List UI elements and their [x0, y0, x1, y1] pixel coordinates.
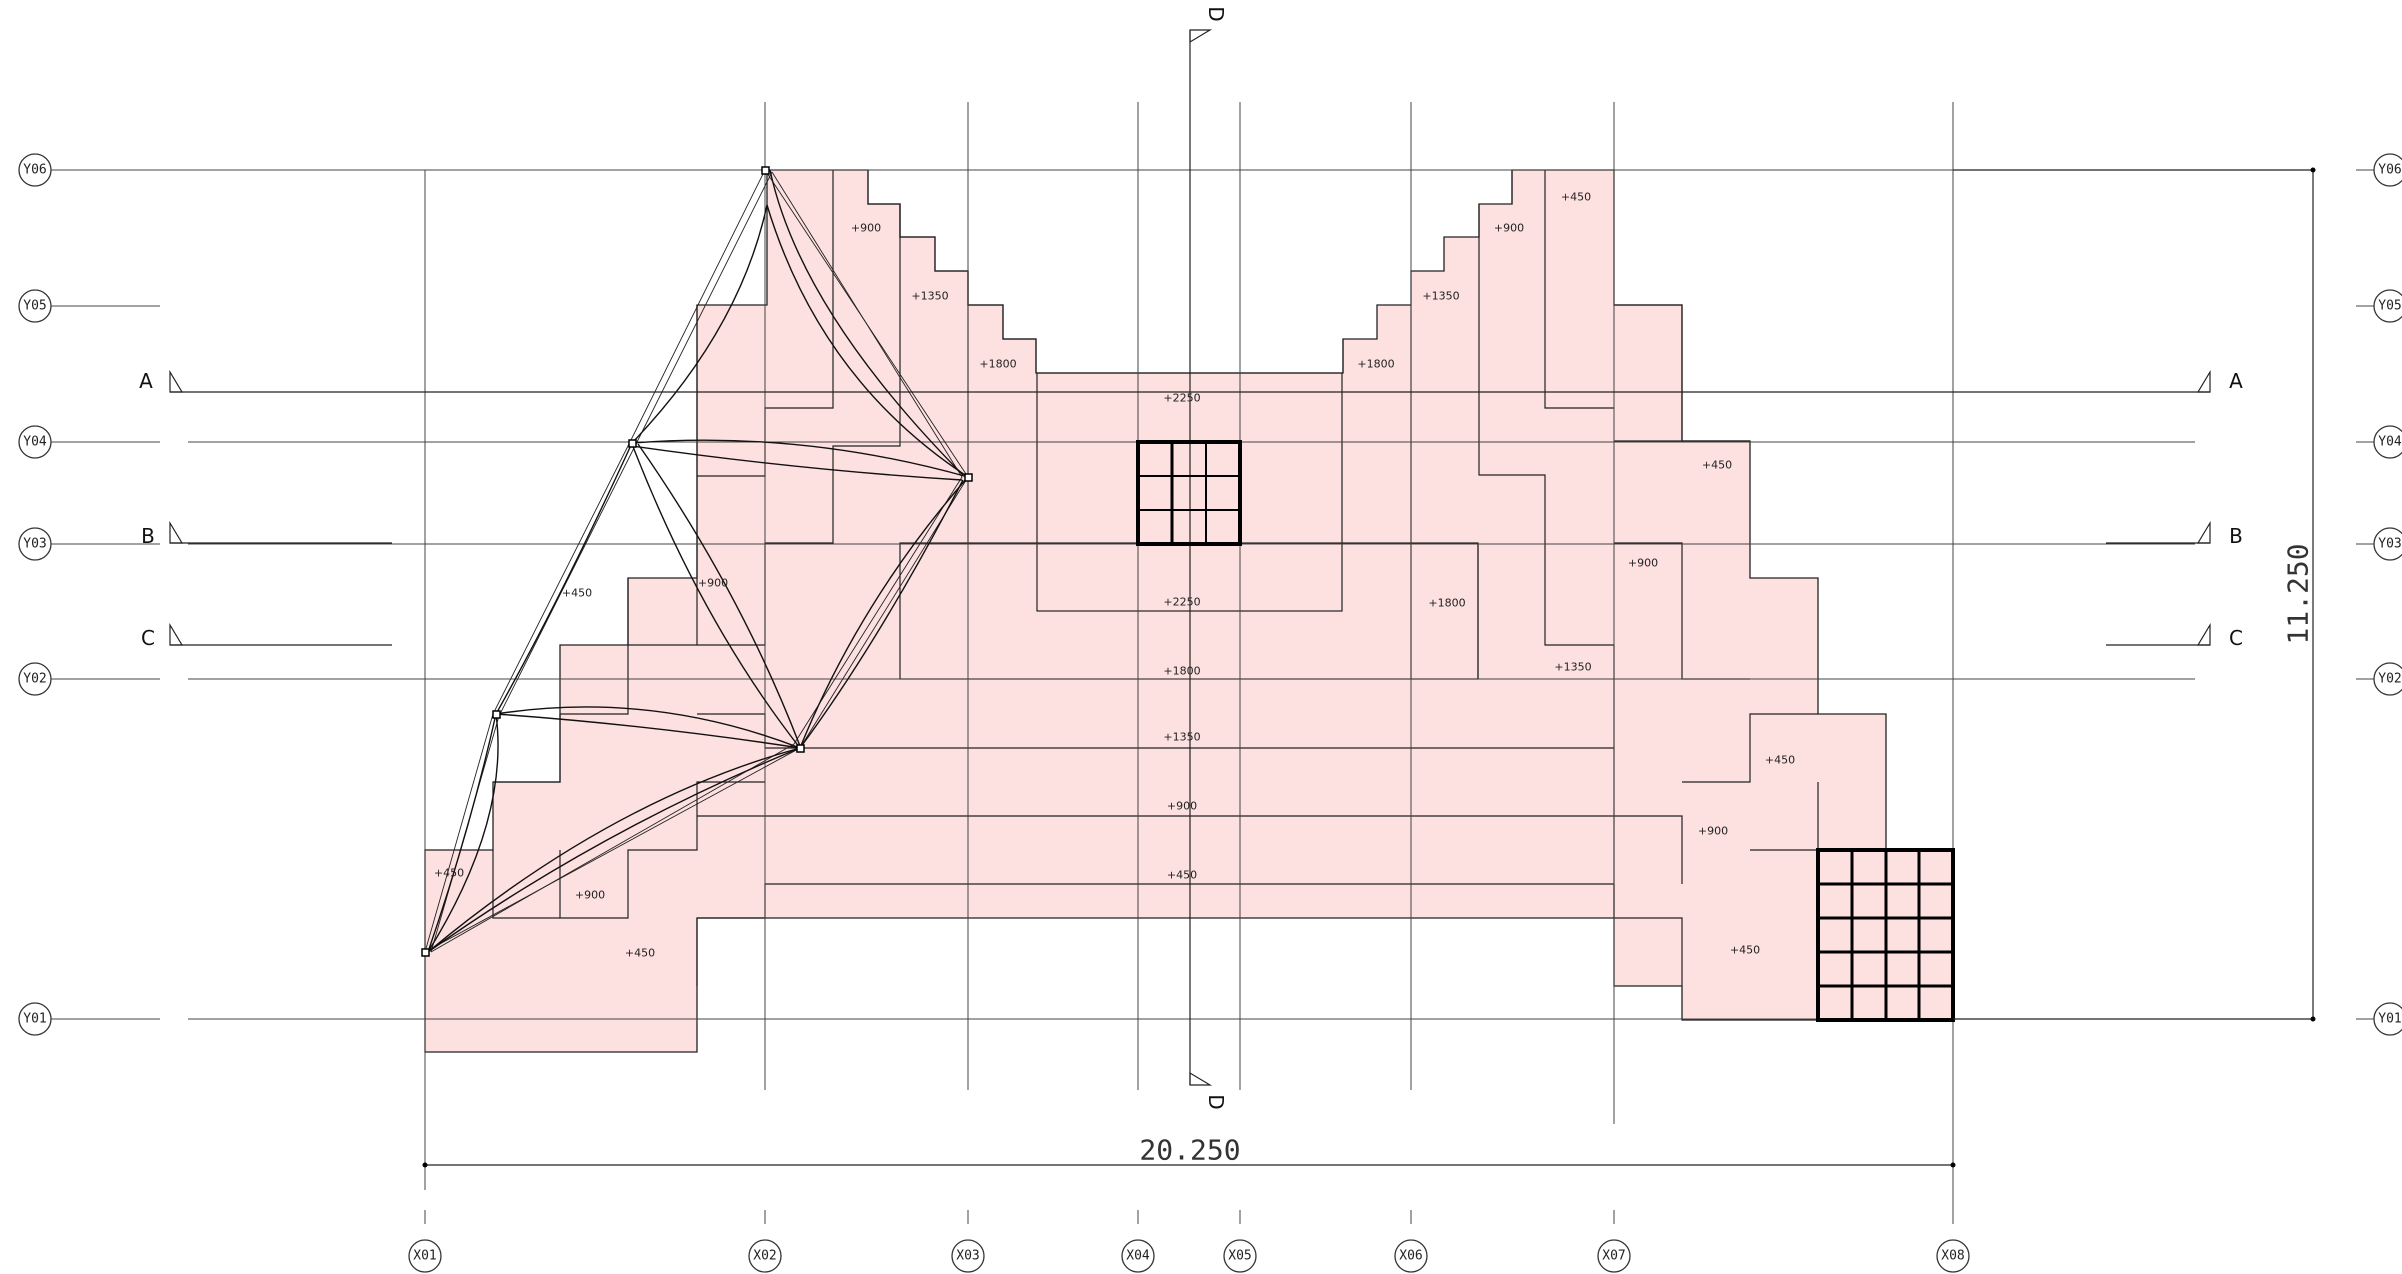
y-axis-label: Y06	[2378, 163, 2401, 178]
level-label: +1350	[1554, 661, 1591, 674]
y-axis-label: Y02	[2378, 672, 2401, 687]
x-axis-label: X03	[956, 1249, 979, 1264]
level-label: +450	[1561, 191, 1591, 204]
level-labels: +900 +1350 +1800 +2250 +2250 +1800 +1350…	[434, 191, 1795, 960]
y-axis-label: Y03	[2378, 537, 2401, 552]
level-label: +900	[1494, 222, 1524, 235]
y-axis-bubbles-right: Y06 Y05 Y04 Y03 Y02 Y01	[2373, 153, 2402, 1036]
y-axis-label: Y06	[23, 163, 46, 178]
section-label-c: C	[2229, 626, 2243, 650]
dimension-lines	[422, 167, 2316, 1168]
section-label-b: B	[141, 524, 155, 548]
section-label-d: D	[1204, 1094, 1228, 1109]
level-label: +900	[575, 889, 605, 902]
level-label: +1350	[1163, 731, 1200, 744]
corner-grid-frame	[1816, 848, 1955, 1022]
section-label-a: A	[139, 369, 153, 393]
level-label: +450	[1702, 459, 1732, 472]
level-label: +900	[1698, 825, 1728, 838]
section-label-c: C	[141, 626, 155, 650]
y-axis-label: Y03	[23, 537, 46, 552]
x-axis-bubbles: X01 X02 X03 X04 X05 X06 X07 X08	[408, 1239, 1970, 1273]
level-label: +900	[698, 577, 728, 590]
truss-structure	[421, 166, 973, 957]
level-label: +1350	[1422, 290, 1459, 303]
center-grid-frame	[1136, 440, 1242, 546]
x-axis-label: X07	[1602, 1249, 1625, 1264]
y-axis-label: Y05	[23, 299, 46, 314]
level-label: +450	[1765, 754, 1795, 767]
level-label: +2250	[1163, 596, 1200, 609]
x-axis-label: X01	[413, 1249, 436, 1264]
level-label: +900	[1628, 557, 1658, 570]
level-label: +1350	[911, 290, 948, 303]
level-label: +1800	[1163, 665, 1200, 678]
y-axis-bubbles-left: Y06 Y05 Y04 Y03 Y02 Y01	[18, 153, 120, 1036]
section-labels: A A B B C C D D	[139, 6, 2243, 1109]
y-axis-label: Y05	[2378, 299, 2401, 314]
height-dimension-label: 11.250	[2282, 543, 2315, 644]
level-label: +450	[1730, 944, 1760, 957]
section-label-a: A	[2229, 369, 2243, 393]
x-axis-label: X05	[1228, 1249, 1251, 1264]
section-label-b: B	[2229, 524, 2243, 548]
y-axis-label: Y01	[2378, 1012, 2401, 1027]
y-axis-label: Y02	[23, 672, 46, 687]
section-cuts	[169, 29, 2211, 1086]
y-axis-label: Y04	[2378, 435, 2402, 450]
level-label: +1800	[1428, 597, 1465, 610]
x-axis-label: X06	[1399, 1249, 1422, 1264]
level-label: +1800	[979, 358, 1016, 371]
y-axis-label: Y01	[23, 1012, 46, 1027]
level-label: +450	[1167, 869, 1197, 882]
level-label: +450	[625, 947, 655, 960]
x-axis-label: X04	[1126, 1249, 1150, 1264]
x-axis-label: X02	[753, 1249, 776, 1264]
section-label-d: D	[1204, 6, 1228, 21]
x-axis-label: X08	[1941, 1249, 1964, 1264]
width-dimension-label: 20.250	[1139, 1134, 1240, 1167]
y-axis-label: Y04	[23, 435, 47, 450]
level-label: +2250	[1163, 392, 1200, 405]
level-label: +900	[1167, 800, 1197, 813]
level-label: +450	[434, 867, 464, 880]
level-label: +450	[562, 587, 592, 600]
level-label: +1800	[1357, 358, 1394, 371]
level-label: +900	[851, 222, 881, 235]
